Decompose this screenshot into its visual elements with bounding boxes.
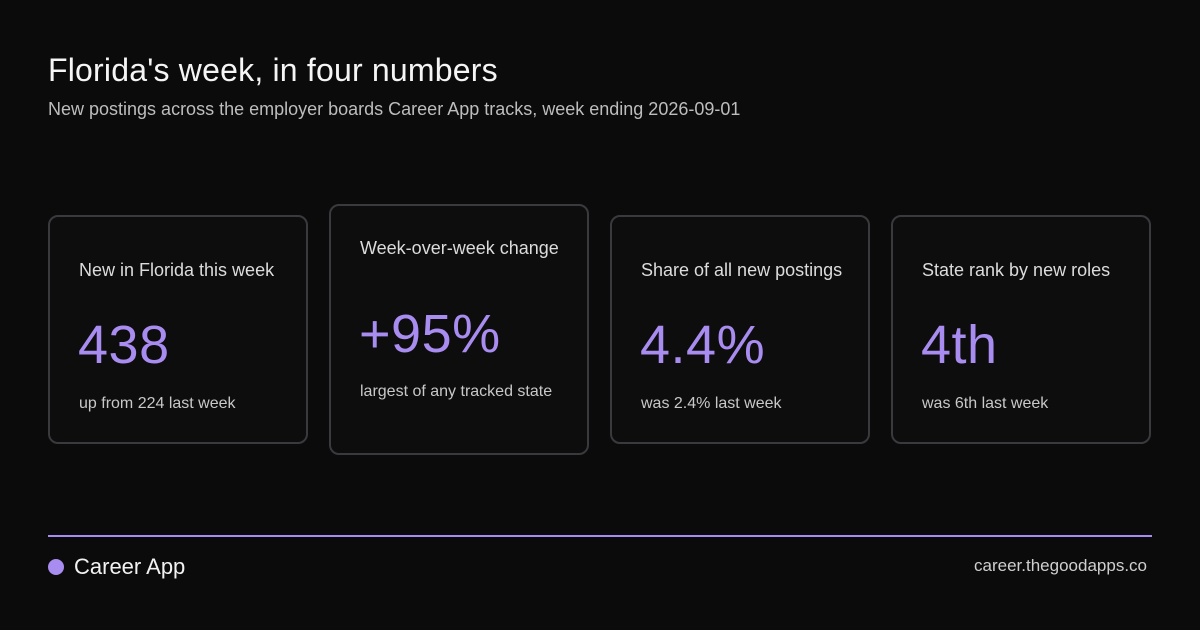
page-title: Florida's week, in four numbers	[48, 52, 498, 88]
brand-dot-icon	[48, 559, 64, 575]
stat-label: State rank by new roles	[922, 260, 1111, 280]
page-subtitle: New postings across the employer boards …	[48, 99, 741, 119]
stat-note: was 6th last week	[922, 395, 1049, 412]
stat-value: 4.4%	[640, 315, 766, 375]
stat-card-week-change: Week-over-week change +95% largest of an…	[329, 204, 589, 455]
stat-card-share: Share of all new postings 4.4% was 2.4% …	[610, 215, 870, 444]
stat-cards: New in Florida this week 438 up from 224…	[48, 204, 1152, 456]
stat-value: 438	[78, 315, 170, 375]
stat-value: +95%	[359, 304, 501, 364]
brand-name: Career App	[74, 554, 186, 579]
stat-value: 4th	[921, 315, 998, 375]
stat-label: Week-over-week change	[360, 238, 559, 258]
stat-note: was 2.4% last week	[641, 395, 782, 412]
site-url: career.thegoodapps.co	[974, 556, 1147, 575]
brand: Career App	[48, 554, 185, 580]
stat-note: largest of any tracked state	[360, 383, 553, 400]
stat-card-rank: State rank by new roles 4th was 6th last…	[891, 215, 1151, 444]
stat-label: New in Florida this week	[79, 260, 275, 280]
footer-divider	[48, 535, 1152, 537]
stat-label: Share of all new postings	[641, 260, 843, 280]
stat-note: up from 224 last week	[79, 395, 236, 412]
stat-card-new-postings: New in Florida this week 438 up from 224…	[48, 215, 308, 444]
